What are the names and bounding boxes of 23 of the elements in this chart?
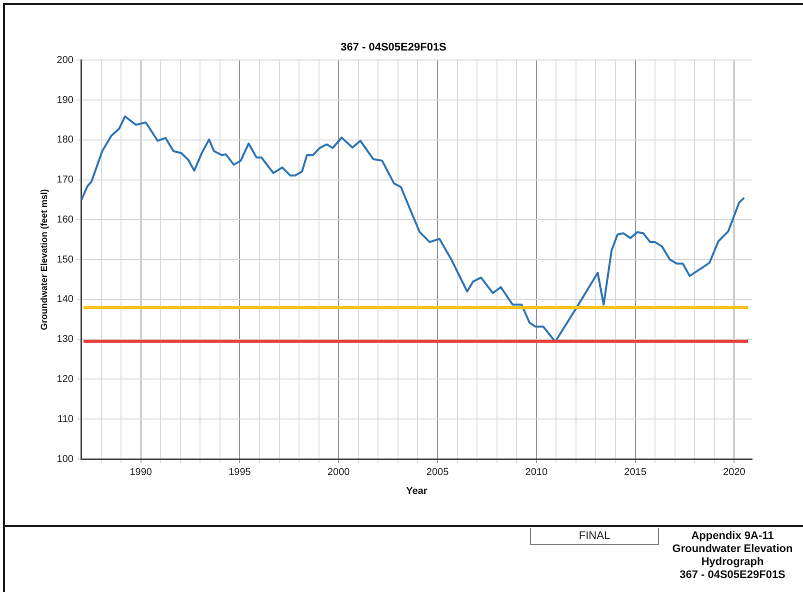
x-tick-label: 1990 (130, 466, 152, 478)
text: FINAL (530, 528, 659, 545)
x-tick-label: 2005 (426, 466, 450, 478)
y-tick-label: 120 (56, 374, 74, 385)
x-tick-label: 2000 (327, 466, 350, 478)
chart-title: 367 - 04S05E29F01S (340, 42, 446, 54)
x-tick-label: 2010 (525, 466, 548, 478)
x-tick-label: 2015 (624, 466, 647, 478)
y-tick-label: 150 (56, 254, 74, 266)
y-axis-title: Groundwater Elevation (feet msl) (38, 189, 49, 330)
y-tick-label: 100 (56, 454, 74, 465)
y-tick-label: 130 (56, 334, 74, 346)
y-tick-label: 140 (56, 294, 74, 306)
x-tick-label: 1995 (228, 466, 252, 478)
y-tick-label: 200 (56, 54, 74, 66)
text: Appendix 9A-11 Groundwater Elevation Hydrograph 367 - 04S05E29F01S (671, 530, 794, 582)
y-tick-label: 160 (56, 214, 74, 226)
y-tick-label: 170 (56, 174, 74, 186)
y-tick-label: 110 (58, 414, 74, 425)
x-axis-title: Year (406, 486, 428, 497)
x-tick-label: 2020 (723, 466, 746, 478)
y-tick-label: 190 (56, 94, 74, 106)
y-tick-label: 180 (56, 134, 74, 146)
